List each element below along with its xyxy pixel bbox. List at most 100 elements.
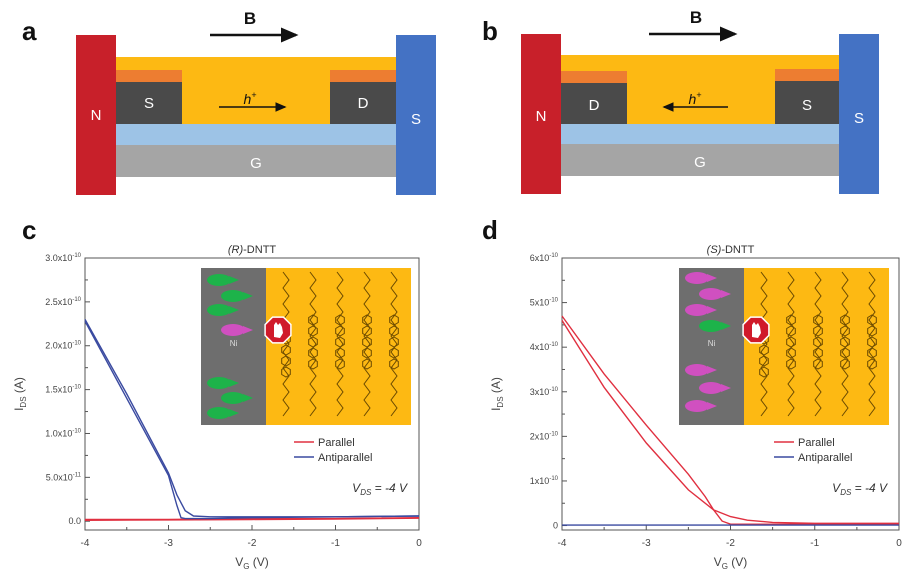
x-tick-label: -1 — [810, 538, 819, 549]
contact-top-right — [775, 69, 839, 81]
aromatic-ring — [389, 347, 399, 359]
electrode-right — [775, 81, 839, 124]
right-electrode-label: D — [358, 95, 369, 112]
aromatic-ring — [867, 325, 877, 337]
spin-down-icon — [685, 400, 709, 412]
spin-up-icon — [207, 304, 231, 316]
series-line-parallel — [84, 517, 420, 521]
magnet-north — [76, 35, 116, 195]
spin-down-icon — [699, 288, 723, 300]
y-axis-label: IDS (A) — [12, 377, 28, 411]
x-tick-label: -4 — [558, 538, 567, 549]
dntt-molecule — [282, 271, 290, 417]
y-tick-label: 4x10-10 — [530, 342, 559, 352]
left-electrode-label: D — [589, 97, 600, 114]
device-diagram-b: N S D S G B h+ — [521, 8, 879, 194]
aromatic-ring — [786, 325, 796, 337]
spin-up-icon — [221, 290, 245, 302]
panel-letter-b: b — [482, 16, 498, 46]
legend-label: Antiparallel — [318, 452, 372, 464]
spin-arrow-icon — [229, 276, 239, 284]
aromatic-ring — [840, 314, 850, 326]
x-tick-label: 0 — [416, 538, 422, 549]
aromatic-ring — [786, 347, 796, 359]
aromatic-ring — [786, 336, 796, 348]
series-line-parallel — [561, 315, 899, 525]
contact-top-left — [561, 71, 627, 83]
aromatic-ring — [813, 325, 823, 337]
dntt-molecule — [760, 271, 768, 417]
spin-arrow-icon — [721, 322, 731, 330]
aromatic-ring — [335, 347, 345, 359]
aromatic-ring — [308, 358, 318, 370]
aromatic-ring — [362, 314, 372, 326]
gate-label: G — [694, 154, 706, 171]
dntt-molecule — [309, 271, 317, 417]
y-tick-label: 5.0x10-11 — [46, 472, 82, 482]
y-tick-label: 3x10-10 — [530, 387, 559, 397]
gate-label: G — [250, 155, 262, 172]
series-line-antiparallel — [84, 320, 420, 520]
magnet-south — [396, 35, 436, 195]
spin-arrow-icon — [243, 394, 253, 402]
aromatic-ring — [840, 358, 850, 370]
spin-arrow-icon — [229, 379, 239, 387]
aromatic-ring — [813, 358, 823, 370]
aromatic-ring — [362, 325, 372, 337]
left-electrode-label: S — [144, 95, 154, 112]
carrier-label: h+ — [243, 90, 256, 107]
gate-layer — [116, 145, 396, 177]
spin-arrow-icon — [707, 274, 717, 282]
x-tick-label: -3 — [164, 538, 173, 549]
aromatic-ring — [867, 358, 877, 370]
electrode-left — [561, 83, 627, 124]
carrier-label: h+ — [688, 90, 701, 107]
ni-label: Ni — [230, 339, 238, 348]
hand-icon — [274, 322, 283, 338]
aromatic-ring — [335, 358, 345, 370]
legend-label: Antiparallel — [798, 452, 852, 464]
spin-arrow-icon — [721, 384, 731, 392]
aromatic-ring — [281, 366, 291, 378]
aromatic-ring — [335, 325, 345, 337]
x-tick-label: -2 — [248, 538, 257, 549]
dntt-molecule — [336, 271, 344, 417]
vds-annotation: VDS = -4 V — [832, 481, 888, 497]
spin-arrow-icon — [243, 326, 253, 334]
chart-title: (R)-DNTT — [228, 244, 277, 256]
aromatic-ring — [389, 336, 399, 348]
ni-label: Ni — [708, 339, 716, 348]
aromatic-ring — [840, 325, 850, 337]
chart-title: (S)-DNTT — [707, 244, 755, 256]
spin-arrow-icon — [707, 402, 717, 410]
aromatic-ring — [813, 336, 823, 348]
x-tick-label: -2 — [726, 538, 735, 549]
spin-down-icon — [685, 272, 709, 284]
aromatic-ring — [813, 314, 823, 326]
field-label: B — [244, 9, 256, 28]
spin-up-icon — [207, 407, 231, 419]
y-tick-label: 2.5x10-10 — [45, 297, 81, 307]
aromatic-ring — [308, 314, 318, 326]
spin-down-icon — [685, 364, 709, 376]
spin-arrow-icon — [707, 366, 717, 374]
aromatic-ring — [813, 347, 823, 359]
spin-up-icon — [207, 274, 231, 286]
spin-up-icon — [221, 392, 245, 404]
electrode-left — [116, 82, 182, 124]
spin-arrow-icon — [243, 292, 253, 300]
y-tick-label: 0 — [553, 521, 558, 531]
hand-icon — [752, 322, 761, 338]
y-tick-label: 3.0x10-10 — [45, 253, 81, 263]
chart-c: (R)-DNTT -4 -3 -2 -1 0 VG (V) 0.0 5.0x10-11 1.0x1… — [12, 244, 422, 571]
aromatic-ring — [362, 347, 372, 359]
aromatic-ring — [786, 358, 796, 370]
aromatic-ring — [867, 314, 877, 326]
panel-letter-d: d — [482, 215, 498, 245]
legend-label: Parallel — [798, 437, 835, 449]
x-tick-label: -4 — [81, 538, 90, 549]
schematic-inset: Ni — [201, 268, 411, 425]
field-label: B — [690, 8, 702, 27]
x-axis-label: VG (V) — [235, 555, 269, 571]
